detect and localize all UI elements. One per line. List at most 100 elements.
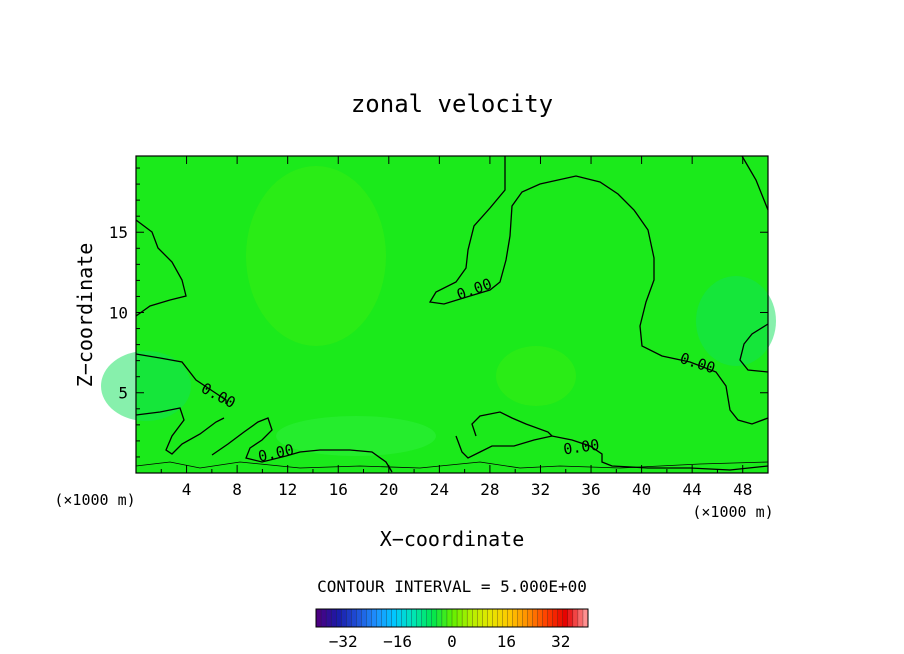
x-unit-left: (×1000 m) <box>54 491 135 509</box>
contour-line <box>471 411 553 437</box>
colorbar-cell <box>487 608 493 628</box>
colorbar-cell <box>411 608 418 628</box>
colorbar-cell <box>315 608 322 628</box>
colorbar-cell <box>456 608 463 628</box>
colorbar-cell <box>361 608 367 628</box>
velocity-field <box>136 156 768 473</box>
y-tick-label: 10 <box>109 303 128 322</box>
shading-patch <box>101 351 191 421</box>
x-tick-label: 48 <box>733 480 752 499</box>
plot-frame <box>135 155 769 474</box>
colorbar-cell <box>335 608 342 628</box>
colorbar-cell <box>532 608 539 628</box>
contour-interval-text: CONTOUR INTERVAL = 5.000E+00 <box>317 577 587 596</box>
colorbar-cell <box>446 608 453 628</box>
x-tick-label: 20 <box>379 480 398 499</box>
colorbar-cell <box>341 608 347 628</box>
colorbar-cell <box>582 608 589 628</box>
x-tick-label: 28 <box>480 480 499 499</box>
colorbar-cell <box>512 608 518 628</box>
x-tick-label: 44 <box>683 480 702 499</box>
colorbar-cell <box>376 608 382 628</box>
colorbar-cell <box>492 608 498 628</box>
colorbar-cell <box>466 608 473 628</box>
colorbar-tick-label: 16 <box>497 632 516 651</box>
colorbar-cell <box>391 608 398 628</box>
colorbar-cell <box>537 608 544 628</box>
colorbar-cell <box>567 608 574 628</box>
colorbar-cell <box>441 608 448 628</box>
contour-line <box>135 219 187 317</box>
colorbar-tick-label: 0 <box>447 632 457 651</box>
x-tick-label: 24 <box>430 480 449 499</box>
zero-contours <box>135 155 769 473</box>
colorbar-cell <box>366 608 372 628</box>
colorbar-cell <box>346 608 352 628</box>
colorbar-frame <box>315 608 589 628</box>
contour-line <box>135 353 227 404</box>
colorbar-cell <box>552 608 559 628</box>
colorbar-cell <box>557 608 564 628</box>
colorbar-tick-label: −16 <box>383 632 412 651</box>
colorbar-cell <box>562 608 569 628</box>
contour-line <box>739 323 769 373</box>
x-tick-label: 8 <box>232 480 242 499</box>
colorbar-cell <box>477 608 483 628</box>
colorbar-cell <box>451 608 458 628</box>
colorbar-tick-label: 32 <box>551 632 570 651</box>
shading-patch <box>696 276 776 366</box>
colorbar-cell <box>497 608 503 628</box>
chart-title: zonal velocity <box>351 90 553 118</box>
colorbar-cell <box>436 608 443 628</box>
colorbar-cell <box>351 608 357 628</box>
colorbar-cell <box>371 608 377 628</box>
contour-line <box>135 407 225 455</box>
contour-label: 0.00 <box>562 436 600 459</box>
y-axis-label: Z−coordinate <box>73 243 97 388</box>
colorbar-cell <box>522 608 529 628</box>
y-tick-label: 15 <box>109 223 128 242</box>
x-unit-right: (×1000 m) <box>692 503 773 521</box>
colorbar-cell <box>572 608 579 628</box>
x-axis-ticks: 4 8 12 16 20 24 28 32 36 40 44 48 <box>160 156 752 499</box>
colorbar <box>315 608 589 628</box>
colorbar-cell <box>482 608 488 628</box>
shading-patch <box>276 416 436 456</box>
contour-line <box>211 417 393 473</box>
y-axis-ticks: 5 10 15 <box>109 167 768 458</box>
x-tick-label: 4 <box>182 480 192 499</box>
colorbar-cell <box>356 608 362 628</box>
colorbar-cell <box>330 608 337 628</box>
shading-patch <box>496 346 576 406</box>
x-tick-label: 36 <box>581 480 600 499</box>
x-tick-label: 32 <box>531 480 550 499</box>
colorbar-cell <box>396 608 403 628</box>
contour-line <box>455 435 769 471</box>
colorbar-cell <box>426 608 433 628</box>
x-tick-label: 40 <box>632 480 651 499</box>
colorbar-ticks: −32 −16 0 16 32 <box>329 632 571 651</box>
colorbar-cell <box>471 608 478 628</box>
colorbar-cell <box>507 608 513 628</box>
colorbar-cell <box>401 608 408 628</box>
colorbar-cell <box>517 608 523 628</box>
contour-line <box>428 156 769 425</box>
colorbar-cell <box>542 608 549 628</box>
shading-patch <box>246 166 386 346</box>
colorbar-cell <box>406 608 413 628</box>
colorbar-cell <box>461 608 468 628</box>
colorbar-cell <box>502 608 508 628</box>
contour-line <box>135 461 769 469</box>
colorbar-cell <box>325 608 332 628</box>
plot-panel: 0.000.000.000.000.00 <box>101 155 776 474</box>
colorbar-cell <box>381 608 387 628</box>
colorbar-cell <box>416 608 423 628</box>
colorbar-cell <box>421 608 428 628</box>
x-tick-label: 12 <box>278 480 297 499</box>
contour-line <box>741 155 769 211</box>
colorbar-tick-label: −32 <box>329 632 358 651</box>
colorbar-cell <box>577 608 584 628</box>
shading-patches <box>101 166 776 456</box>
x-axis-label: X−coordinate <box>380 527 525 551</box>
